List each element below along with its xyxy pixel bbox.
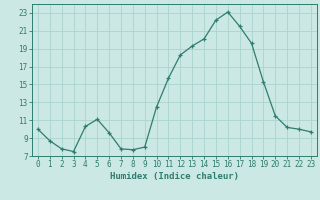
X-axis label: Humidex (Indice chaleur): Humidex (Indice chaleur) bbox=[110, 172, 239, 181]
